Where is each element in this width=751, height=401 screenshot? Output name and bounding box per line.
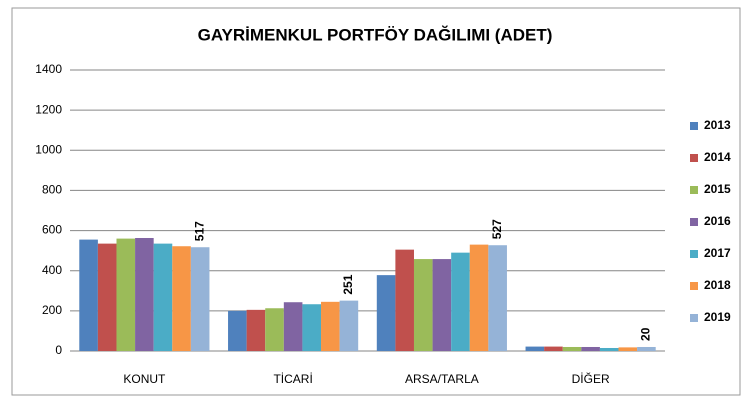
- y-tick-label: 1400: [35, 62, 62, 76]
- bar: [488, 245, 507, 351]
- bar: [395, 249, 414, 351]
- legend-label: 2018: [704, 278, 731, 292]
- legend-swatch: [690, 122, 698, 130]
- legend-swatch: [690, 250, 698, 258]
- y-tick-label: 800: [42, 183, 62, 197]
- y-tick-label: 1200: [35, 102, 62, 116]
- y-tick-label: 1000: [35, 142, 62, 156]
- legend-swatch: [690, 218, 698, 226]
- bar: [413, 259, 433, 351]
- legend-label: 2013: [704, 118, 731, 132]
- chart-title: GAYRİMENKUL PORTFÖY DAĞILIMI (ADET): [198, 25, 553, 44]
- bar: [599, 347, 619, 351]
- bar: [432, 259, 452, 351]
- bar: [562, 346, 582, 351]
- bar: [618, 347, 638, 351]
- legend-label: 2015: [704, 182, 731, 196]
- legend-label: 2019: [704, 310, 731, 324]
- data-label: 251: [341, 274, 355, 294]
- x-tick-label: DİĞER: [572, 371, 610, 386]
- y-tick-label: 600: [42, 223, 62, 237]
- bar: [637, 346, 656, 351]
- legend-swatch: [690, 186, 698, 194]
- bar: [283, 302, 303, 351]
- bar: [246, 309, 266, 351]
- legend-label: 2016: [704, 214, 731, 228]
- bar: [265, 308, 284, 351]
- bar: [116, 238, 136, 351]
- data-label: 20: [639, 327, 653, 341]
- legend-swatch: [690, 282, 698, 290]
- y-tick-label: 400: [42, 263, 62, 277]
- x-tick-label: ARSA/TARLA: [405, 372, 479, 386]
- bar: [321, 301, 340, 351]
- bar: [581, 346, 600, 351]
- bar: [544, 346, 563, 351]
- bar: [153, 243, 173, 351]
- y-tick-label: 0: [55, 343, 62, 357]
- bar: [339, 300, 359, 351]
- bar: [190, 247, 210, 351]
- data-label: 527: [490, 219, 504, 239]
- bar: [469, 244, 489, 351]
- bar: [79, 239, 98, 351]
- bar: [172, 246, 191, 351]
- bar: [135, 237, 154, 351]
- y-tick-label: 200: [42, 303, 62, 317]
- bar: [97, 243, 117, 351]
- legend-swatch: [690, 314, 698, 322]
- x-tick-label: KONUT: [123, 372, 166, 386]
- legend-swatch: [690, 154, 698, 162]
- legend-label: 2014: [704, 150, 731, 164]
- x-tick-label: TİCARİ: [273, 372, 312, 386]
- bar: [228, 310, 247, 351]
- bar: [525, 346, 545, 351]
- bar: [302, 304, 322, 351]
- bar: [451, 252, 470, 351]
- data-label: 517: [192, 221, 206, 241]
- legend-label: 2017: [704, 246, 731, 260]
- bar: [376, 275, 396, 351]
